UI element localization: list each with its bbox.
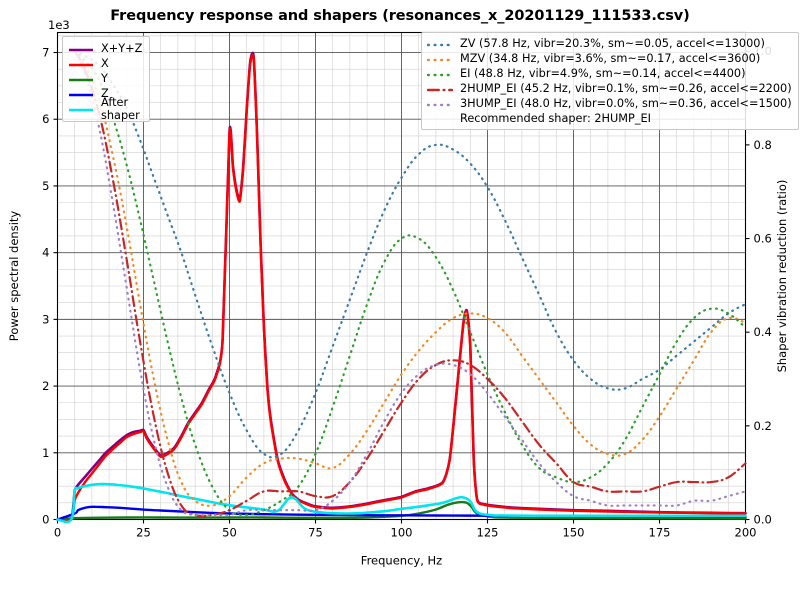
legend-item-label: X [101, 57, 109, 70]
svg-text:2: 2 [42, 379, 49, 393]
svg-text:3: 3 [42, 312, 49, 326]
legend-item-label: Y [101, 72, 108, 85]
legend-item-z[interactable]: Z [68, 86, 143, 101]
shaper-legend-label: MZV (34.8 Hz, vibr=3.6%, sm~=0.17, accel… [460, 52, 761, 65]
series-after-shaper [56, 482, 747, 524]
legend-swatch-icon [426, 53, 454, 65]
svg-text:75: 75 [308, 526, 323, 540]
svg-text:6: 6 [42, 112, 49, 126]
legend-item-x[interactable]: X [68, 56, 143, 71]
shaper-legend-label: 2HUMP_EI (45.2 Hz, vibr=0.1%, sm~=0.26, … [460, 82, 792, 95]
series-mzv [73, 50, 747, 507]
shaper-legend-item-ei[interactable]: EI (48.8 Hz, vibr=4.9%, sm~=0.14, accel<… [426, 66, 792, 81]
shaper-legend-item-zv[interactable]: ZV (57.8 Hz, vibr=20.3%, sm~=0.05, accel… [426, 36, 792, 51]
legend-item-y[interactable]: Y [68, 71, 143, 86]
svg-text:50: 50 [222, 526, 237, 540]
page-title: Frequency response and shapers (resonanc… [110, 8, 690, 24]
legend-swatch-icon [68, 103, 94, 115]
series-ei [73, 50, 747, 516]
y-axis-offset-label: 1e3 [48, 18, 70, 32]
svg-text:0.8: 0.8 [754, 138, 772, 152]
svg-text:0.2: 0.2 [754, 419, 772, 433]
shaper-legend[interactable]: ZV (57.8 Hz, vibr=20.3%, sm~=0.05, accel… [421, 32, 799, 130]
svg-text:4: 4 [42, 246, 49, 260]
y-axis-left-label: Power spectral density [7, 211, 21, 342]
y-axis-right-label: Shaper vibration reduction (ratio) [775, 180, 789, 373]
legend-item-x-y-z[interactable]: X+Y+Z [68, 41, 143, 56]
svg-text:200: 200 [735, 526, 757, 540]
legend-swatch-icon [426, 83, 454, 95]
legend-swatch-icon [426, 38, 454, 50]
shaper-legend-item-3hump-ei[interactable]: 3HUMP_EI (48.0 Hz, vibr=0.0%, sm~=0.36, … [426, 96, 792, 111]
legend-item-label: Z [101, 87, 109, 100]
axis-legend[interactable]: X+Y+Z X Y Z After shaper [62, 36, 150, 122]
x-axis-label: Frequency, Hz [361, 554, 442, 568]
shaper-legend-item-mzv[interactable]: MZV (34.8 Hz, vibr=3.6%, sm~=0.17, accel… [426, 51, 792, 66]
svg-text:100: 100 [391, 526, 413, 540]
legend-swatch-icon [68, 58, 94, 70]
svg-text:125: 125 [477, 526, 499, 540]
legend-swatch-icon [426, 68, 454, 80]
series-zv [73, 50, 747, 459]
svg-text:150: 150 [563, 526, 585, 540]
shaper-legend-item-2hump-ei[interactable]: 2HUMP_EI (45.2 Hz, vibr=0.1%, sm~=0.26, … [426, 81, 792, 96]
legend-swatch-icon [68, 73, 94, 85]
legend-item-label: After shaper [101, 96, 140, 122]
svg-text:25: 25 [136, 526, 151, 540]
svg-text:0: 0 [42, 513, 49, 527]
svg-text:5: 5 [42, 179, 49, 193]
series-3hump-ei [73, 50, 747, 517]
shaper-legend-label: ZV (57.8 Hz, vibr=20.3%, sm~=0.05, accel… [460, 37, 765, 50]
legend-item-after-shaper[interactable]: After shaper [68, 96, 143, 122]
legend-swatch-icon [68, 88, 94, 100]
svg-text:0.6: 0.6 [754, 232, 772, 246]
shaper-legend-label: 3HUMP_EI (48.0 Hz, vibr=0.0%, sm~=0.36, … [460, 97, 792, 110]
legend-swatch-icon [68, 43, 94, 55]
svg-text:1: 1 [42, 446, 49, 460]
svg-text:0.4: 0.4 [754, 325, 772, 339]
svg-text:0: 0 [54, 526, 61, 540]
major-gridlines [57, 32, 746, 520]
svg-text:0.0: 0.0 [754, 513, 772, 527]
shaper-legend-label: EI (48.8 Hz, vibr=4.9%, sm~=0.14, accel<… [460, 67, 746, 80]
svg-text:175: 175 [649, 526, 671, 540]
svg-text:7: 7 [42, 46, 49, 60]
data-series-layer [56, 50, 747, 524]
recommended-shaper-text: Recommended shaper: 2HUMP_EI [460, 112, 651, 125]
legend-item-label: X+Y+Z [101, 42, 143, 55]
legend-swatch-icon [426, 98, 454, 110]
series-2hump-ei [73, 50, 747, 517]
